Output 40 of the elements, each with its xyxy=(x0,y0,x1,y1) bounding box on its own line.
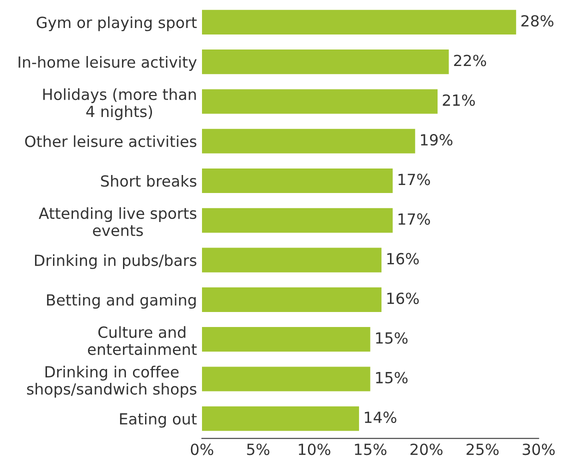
bar xyxy=(202,10,516,34)
y-tick-label: Drinking in coffee shops/sandwich shops xyxy=(27,366,196,398)
bar xyxy=(202,248,382,272)
x-tick-label: 0% xyxy=(190,444,214,456)
bar xyxy=(202,89,438,114)
data-label: 17% xyxy=(398,174,430,186)
data-label: 17% xyxy=(398,213,430,225)
y-tick-label: Short breaks xyxy=(101,174,196,187)
bar xyxy=(202,50,449,74)
data-label: 21% xyxy=(442,94,475,106)
x-tick-label: 25% xyxy=(466,444,499,456)
data-label: 16% xyxy=(387,292,419,304)
bar xyxy=(202,366,370,392)
y-tick-label: Gym or playing sport xyxy=(36,16,197,32)
data-label: 19% xyxy=(420,134,452,146)
y-tick-label: Culture and entertainment xyxy=(88,326,197,356)
data-label: 28% xyxy=(521,15,554,27)
data-label: 15% xyxy=(376,372,408,384)
bar xyxy=(202,406,360,431)
y-tick-label: Other leisure activities xyxy=(25,135,196,148)
y-tick-label: In-home leisure activity xyxy=(18,56,197,71)
data-label: 15% xyxy=(376,332,408,344)
y-tick-label: Eating out xyxy=(120,412,197,428)
y-tick-label: Betting and gaming xyxy=(47,294,196,309)
x-tick-label: 5% xyxy=(247,444,270,456)
x-tick-label: 20% xyxy=(410,444,442,456)
x-tick-label: 30% xyxy=(522,444,555,456)
data-label: 14% xyxy=(364,412,396,424)
bar xyxy=(202,287,382,312)
x-tick-label: 15% xyxy=(354,444,386,456)
y-tick-label: Holidays (more than 4 nights) xyxy=(43,88,196,120)
data-label: 16% xyxy=(387,252,419,264)
y-tick-label: Attending live sports events xyxy=(38,207,196,236)
bar xyxy=(202,327,370,352)
x-tick-label: 10% xyxy=(298,444,330,456)
bar xyxy=(202,168,393,194)
y-tick-label: Drinking in pubs/bars xyxy=(35,254,196,270)
bar xyxy=(202,208,393,233)
bar xyxy=(202,128,416,154)
data-label: 22% xyxy=(454,54,486,66)
